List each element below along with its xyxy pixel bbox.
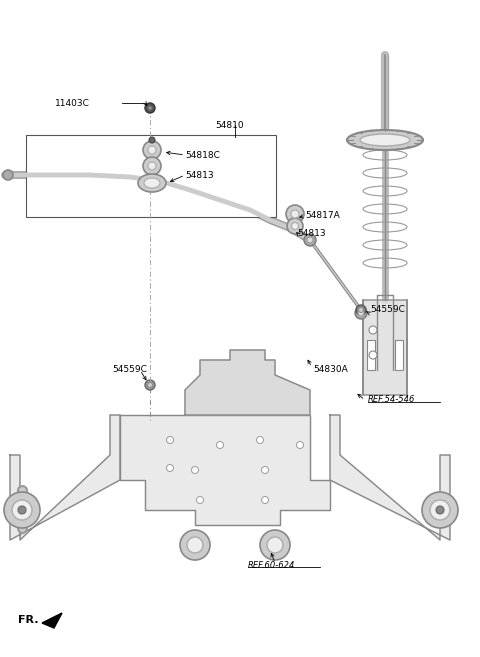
Circle shape	[149, 137, 155, 143]
Circle shape	[148, 106, 152, 110]
Ellipse shape	[347, 130, 423, 150]
Circle shape	[4, 492, 40, 528]
Circle shape	[430, 500, 450, 520]
Text: 54559C: 54559C	[112, 365, 147, 374]
Circle shape	[291, 210, 299, 218]
Ellipse shape	[360, 134, 410, 146]
Text: 54817A: 54817A	[305, 212, 340, 221]
Text: 54813: 54813	[297, 229, 325, 237]
Bar	[26, 135, 276, 217]
Circle shape	[192, 466, 199, 474]
Circle shape	[359, 307, 363, 313]
Circle shape	[286, 205, 304, 223]
Ellipse shape	[144, 178, 160, 188]
Bar	[363, 300, 407, 395]
Text: REF.54-546: REF.54-546	[368, 396, 415, 405]
Bar	[395, 340, 403, 370]
Text: 54810: 54810	[215, 120, 244, 129]
Text: FR.: FR.	[18, 615, 38, 625]
Circle shape	[143, 141, 161, 159]
Circle shape	[180, 530, 210, 560]
Circle shape	[287, 218, 303, 234]
Text: 54559C: 54559C	[370, 306, 405, 315]
Circle shape	[148, 146, 156, 154]
Text: 54830A: 54830A	[313, 365, 348, 374]
Circle shape	[147, 382, 153, 388]
Circle shape	[143, 157, 161, 175]
Circle shape	[422, 492, 458, 528]
Ellipse shape	[138, 174, 166, 192]
Text: 11403C: 11403C	[55, 99, 90, 108]
Text: REF.60-624: REF.60-624	[248, 560, 295, 570]
Circle shape	[358, 310, 364, 316]
Bar	[367, 340, 375, 370]
Polygon shape	[330, 415, 450, 540]
Circle shape	[216, 442, 224, 449]
Circle shape	[187, 537, 203, 553]
Circle shape	[167, 436, 173, 443]
Circle shape	[297, 442, 303, 449]
Text: 54818C: 54818C	[185, 150, 220, 160]
Circle shape	[356, 305, 366, 315]
Circle shape	[148, 162, 156, 170]
Circle shape	[167, 464, 173, 472]
Circle shape	[145, 380, 155, 390]
Circle shape	[304, 234, 316, 246]
Circle shape	[436, 506, 444, 514]
Polygon shape	[185, 350, 310, 415]
Polygon shape	[10, 415, 120, 540]
Circle shape	[262, 497, 268, 503]
Polygon shape	[120, 415, 330, 525]
Circle shape	[12, 500, 32, 520]
Circle shape	[18, 506, 26, 514]
Circle shape	[256, 436, 264, 443]
Polygon shape	[42, 613, 62, 628]
Circle shape	[145, 103, 155, 113]
Circle shape	[196, 497, 204, 503]
Circle shape	[262, 466, 268, 474]
Circle shape	[307, 237, 313, 243]
Circle shape	[260, 530, 290, 560]
Circle shape	[291, 223, 299, 229]
Circle shape	[369, 351, 377, 359]
Circle shape	[267, 537, 283, 553]
Circle shape	[3, 170, 13, 180]
Text: 54813: 54813	[185, 171, 214, 179]
Circle shape	[369, 326, 377, 334]
Circle shape	[355, 307, 367, 319]
